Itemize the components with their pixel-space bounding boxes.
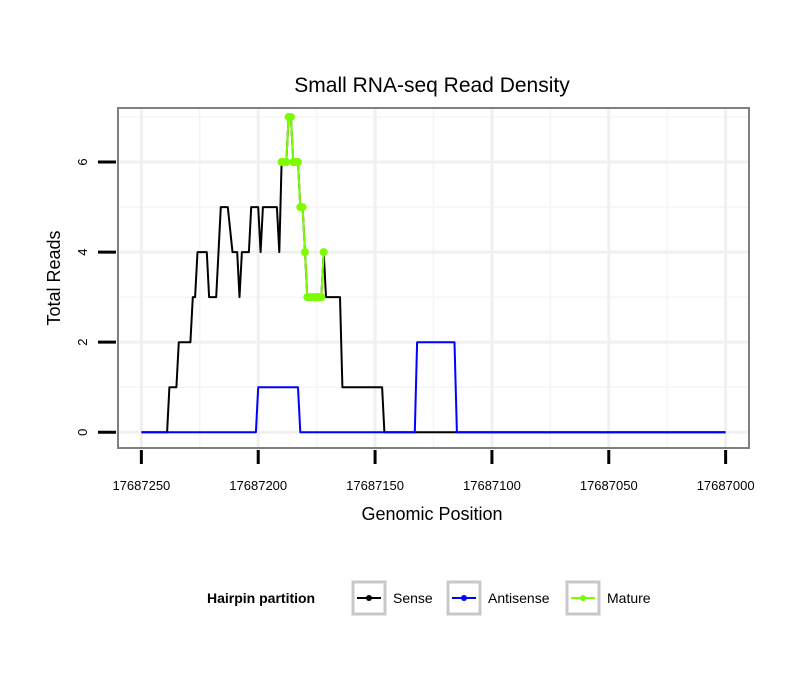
series-point-mature	[298, 203, 307, 212]
legend-label-antisense: Antisense	[488, 590, 550, 606]
series-point-mature	[300, 248, 309, 257]
x-tick-label: 17687050	[580, 478, 638, 493]
legend-item-antisense: Antisense	[446, 580, 550, 616]
x-tick-label: 17687250	[112, 478, 170, 493]
plot-border	[117, 107, 750, 449]
legend-item-sense: Sense	[351, 580, 433, 616]
series-line-antisense	[141, 341, 726, 434]
y-tick-label: 6	[75, 158, 90, 165]
legend-label-sense: Sense	[393, 590, 433, 606]
x-tick-label: 17687000	[697, 478, 755, 493]
x-tick-label: 17687100	[463, 478, 521, 493]
y-tick-label: 0	[75, 429, 90, 436]
axes: 17687250 17687200 17687150 17687100 17687050…	[75, 158, 755, 493]
series-point-mature	[317, 293, 326, 302]
series-point-mature	[282, 158, 291, 167]
series-point-mature	[286, 113, 295, 122]
chart-title: Small RNA-seq Read Density	[294, 74, 570, 97]
y-tick-label: 4	[75, 248, 90, 255]
series-point-mature	[319, 248, 328, 257]
series-point-mature	[293, 158, 302, 167]
series-layer	[141, 113, 726, 434]
legend-item-mature: Mature	[565, 580, 651, 616]
x-tick-label: 17687150	[346, 478, 404, 493]
legend-key-sense-point	[366, 595, 372, 601]
x-tick-label: 17687200	[229, 478, 287, 493]
x-axis-label: Genomic Position	[361, 504, 502, 524]
legend-label-mature: Mature	[607, 590, 651, 606]
y-axis-label: Total Reads	[44, 230, 64, 325]
legend-title: Hairpin partition	[207, 590, 315, 606]
legend: Hairpin partition Sense Antisense Mature	[207, 580, 651, 616]
legend-key-mature-point	[580, 595, 586, 601]
legend-key-antisense-point	[461, 595, 467, 601]
y-tick-label: 2	[75, 339, 90, 346]
